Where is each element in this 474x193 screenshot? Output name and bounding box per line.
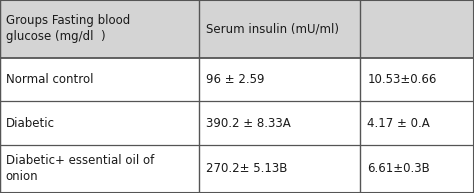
- Text: Normal control: Normal control: [6, 73, 93, 86]
- Text: 390.2 ± 8.33A: 390.2 ± 8.33A: [206, 117, 291, 130]
- Text: 10.53±0.66: 10.53±0.66: [367, 73, 437, 86]
- Text: Diabetic: Diabetic: [6, 117, 55, 130]
- Text: Groups Fasting blood
glucose (mg/dl  ): Groups Fasting blood glucose (mg/dl ): [6, 14, 130, 43]
- Text: 6.61±0.3B: 6.61±0.3B: [367, 162, 430, 175]
- Text: 4.17 ± 0.A: 4.17 ± 0.A: [367, 117, 430, 130]
- Text: 270.2± 5.13B: 270.2± 5.13B: [206, 162, 288, 175]
- Text: 96 ± 2.59: 96 ± 2.59: [206, 73, 264, 86]
- Bar: [0, 58, 474, 101]
- Text: Diabetic+ essential oil of
onion: Diabetic+ essential oil of onion: [6, 154, 154, 183]
- Text: Serum insulin (mU/ml): Serum insulin (mU/ml): [206, 22, 339, 36]
- Bar: [0, 101, 474, 145]
- Bar: [0, 0, 474, 58]
- Bar: [0, 145, 474, 193]
